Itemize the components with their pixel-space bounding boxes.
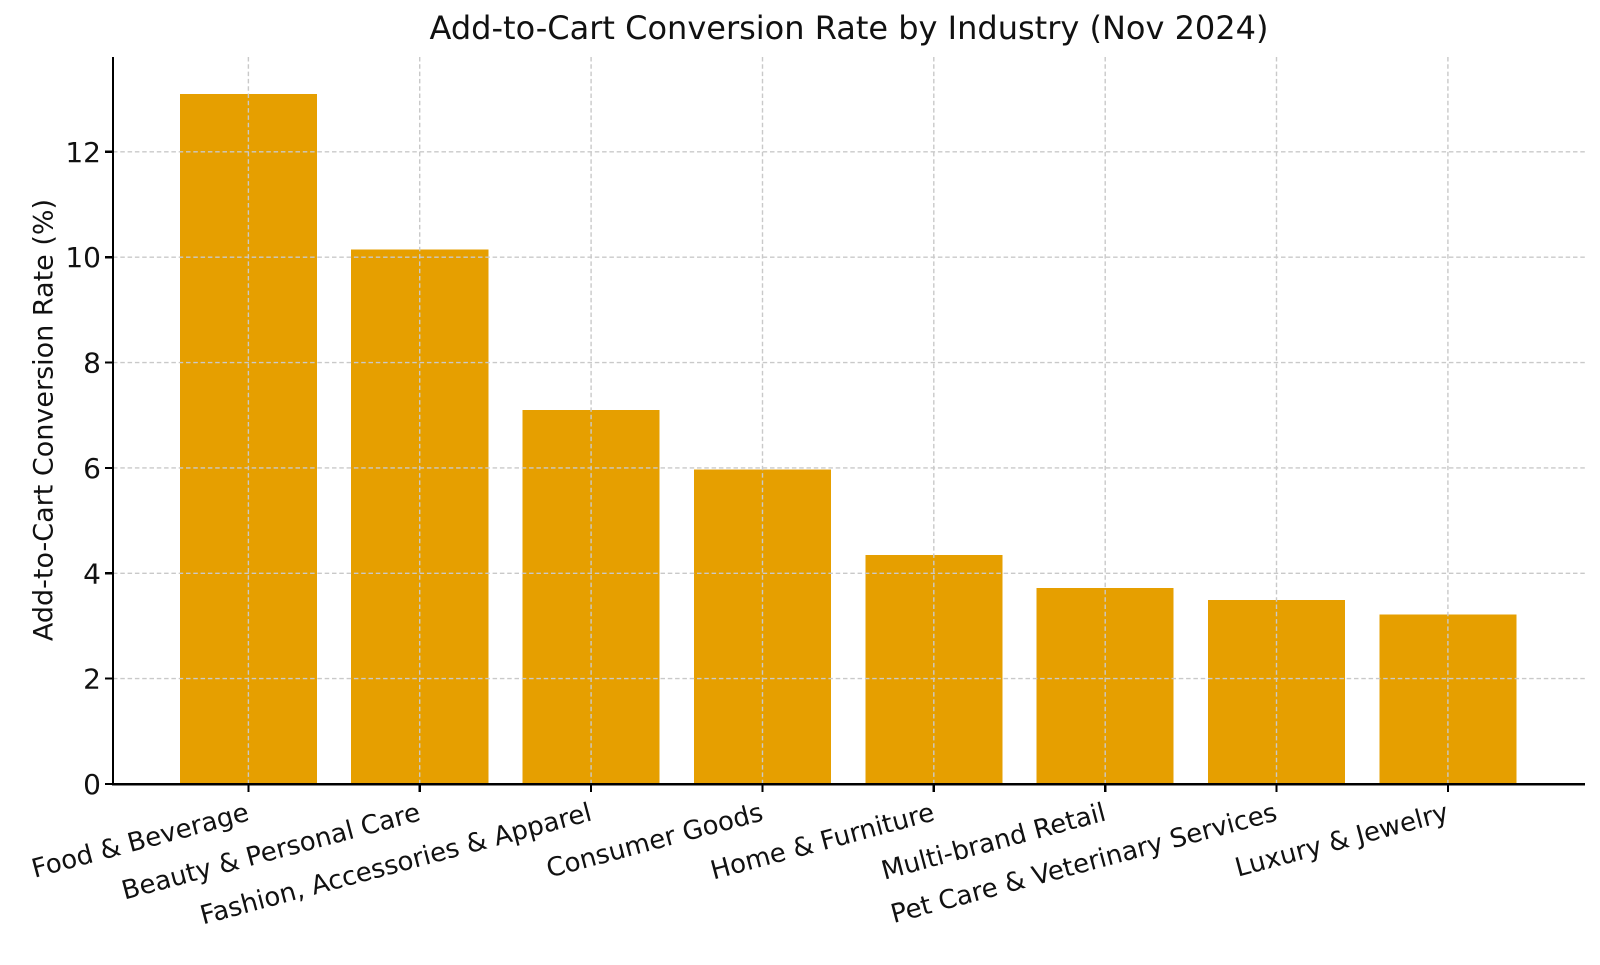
y-tick-label-8: 8 <box>83 347 101 380</box>
chart-title: Add-to-Cart Conversion Rate by Industry … <box>429 9 1269 47</box>
y-tick-label-12: 12 <box>65 136 101 169</box>
y-tick-label-10: 10 <box>65 241 101 274</box>
y-tick-label-4: 4 <box>83 557 101 590</box>
bar-4 <box>865 554 1003 784</box>
y-tick-label-0: 0 <box>83 768 101 801</box>
y-tick-label-2: 2 <box>83 663 101 696</box>
y-tick-label-6: 6 <box>83 452 101 485</box>
